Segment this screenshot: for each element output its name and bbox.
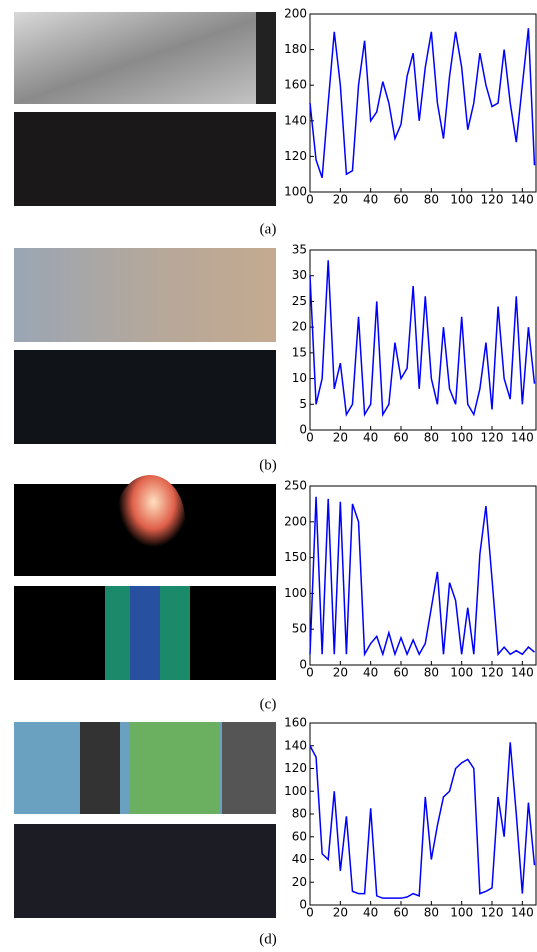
y-tick-label: 150 xyxy=(284,550,307,564)
x-tick-label: 120 xyxy=(481,906,504,920)
caption: (c) xyxy=(260,696,277,712)
x-tick-label: 0 xyxy=(306,193,314,207)
y-tick-label: 250 xyxy=(284,479,307,493)
image xyxy=(14,12,276,104)
y-tick-label: 40 xyxy=(292,852,307,866)
flame xyxy=(115,475,185,565)
x-tick-label: 80 xyxy=(424,906,439,920)
line xyxy=(309,496,535,657)
plot-frame xyxy=(309,722,537,906)
plot-frame xyxy=(309,485,537,666)
x-tick-label: 100 xyxy=(450,431,473,445)
image xyxy=(14,824,276,918)
x-tick-label: 0 xyxy=(306,431,314,445)
x-tick-label: 120 xyxy=(481,666,504,680)
x-tick-label: 80 xyxy=(424,666,439,680)
x-tick-label: 100 xyxy=(450,666,473,680)
x-tick-label: 20 xyxy=(333,666,348,680)
y-tick-label: 50 xyxy=(292,622,307,636)
y-tick-label: 10 xyxy=(292,371,307,385)
y-tick-label: 120 xyxy=(284,761,307,775)
caption: (a) xyxy=(260,221,277,237)
x-tick-label: 0 xyxy=(306,666,314,680)
x-tick-label: 20 xyxy=(333,431,348,445)
x-tick-label: 60 xyxy=(393,906,408,920)
x-tick-label: 60 xyxy=(393,193,408,207)
x-tick-label: 120 xyxy=(481,431,504,445)
y-tick-label: 140 xyxy=(284,113,307,127)
plot-frame xyxy=(309,13,537,193)
image-part xyxy=(130,722,220,814)
line xyxy=(309,742,536,899)
x-tick-label: 20 xyxy=(333,906,348,920)
x-tick-label: 140 xyxy=(511,431,534,445)
x-tick-label: 80 xyxy=(424,431,439,445)
image-part xyxy=(222,722,276,814)
y-tick-label: 30 xyxy=(292,268,307,282)
caption: (d) xyxy=(259,931,277,947)
caption: (b) xyxy=(259,457,277,473)
y-tick-label: 200 xyxy=(284,514,307,528)
y-tick-label: 180 xyxy=(284,42,307,56)
x-tick-label: 140 xyxy=(511,906,534,920)
y-tick-label: 0 xyxy=(299,898,307,912)
x-tick-label: 40 xyxy=(363,666,378,680)
x-tick-label: 140 xyxy=(511,666,534,680)
y-tick-label: 25 xyxy=(292,294,307,308)
y-tick-label: 0 xyxy=(299,423,307,437)
x-tick-label: 120 xyxy=(481,193,504,207)
y-tick-label: 140 xyxy=(284,738,307,752)
y-tick-label: 100 xyxy=(284,185,307,199)
y-tick-label: 120 xyxy=(284,149,307,163)
image xyxy=(14,248,276,342)
x-tick-label: 100 xyxy=(450,906,473,920)
image-part xyxy=(80,722,120,814)
y-tick-label: 0 xyxy=(299,658,307,672)
segment xyxy=(130,586,160,680)
y-tick-label: 35 xyxy=(292,243,307,257)
y-tick-label: 60 xyxy=(292,829,307,843)
x-tick-label: 40 xyxy=(363,193,378,207)
x-tick-label: 20 xyxy=(333,193,348,207)
y-tick-label: 100 xyxy=(284,586,307,600)
plot-frame xyxy=(309,249,537,431)
image-edge xyxy=(256,12,276,104)
image xyxy=(14,350,276,444)
y-tick-label: 15 xyxy=(292,345,307,359)
line xyxy=(309,28,536,179)
x-tick-label: 100 xyxy=(450,193,473,207)
y-tick-label: 5 xyxy=(299,397,307,411)
x-tick-label: 40 xyxy=(363,431,378,445)
x-tick-label: 40 xyxy=(363,906,378,920)
y-tick-label: 160 xyxy=(284,716,307,730)
line xyxy=(309,260,536,418)
y-tick-label: 200 xyxy=(284,7,307,21)
y-tick-label: 100 xyxy=(284,784,307,798)
y-tick-label: 160 xyxy=(284,78,307,92)
x-tick-label: 60 xyxy=(393,666,408,680)
x-tick-label: 0 xyxy=(306,906,314,920)
image xyxy=(14,112,276,206)
x-tick-label: 80 xyxy=(424,193,439,207)
y-tick-label: 80 xyxy=(292,807,307,821)
x-tick-label: 140 xyxy=(511,193,534,207)
x-tick-label: 60 xyxy=(393,431,408,445)
y-tick-label: 20 xyxy=(292,875,307,889)
y-tick-label: 20 xyxy=(292,320,307,334)
